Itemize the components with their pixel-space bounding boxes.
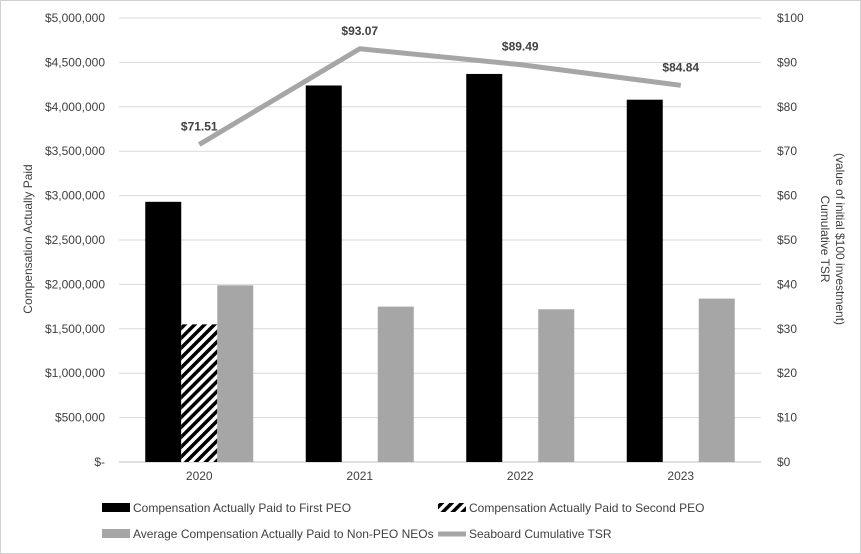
legend-item-second-peo: Compensation Actually Paid to Second PEO — [438, 501, 704, 515]
y-tick-label: $1,500,000 — [45, 322, 105, 336]
legend-swatch-non-peo-neos — [102, 529, 130, 538]
x-tick-label: 2020 — [186, 469, 213, 483]
legend-swatch-second-peo — [438, 503, 466, 512]
y2-axis-title-line1: Cumulative TSR — [818, 195, 832, 282]
x-tick-label: 2022 — [507, 469, 534, 483]
y-tick-label: $- — [94, 455, 105, 469]
tsr-data-label: $93.07 — [341, 24, 378, 38]
bar — [626, 99, 663, 463]
y-axis-title: Compensation Actually Paid — [21, 164, 35, 313]
legend-item-non-peo-neos: Average Compensation Actually Paid to No… — [102, 527, 434, 541]
y2-tick-label: $50 — [777, 233, 797, 247]
bar — [377, 306, 414, 462]
y-tick-label: $2,000,000 — [45, 277, 105, 291]
y-tick-label: $4,500,000 — [45, 55, 105, 69]
bar — [181, 324, 218, 462]
y2-tick-label: $90 — [777, 55, 797, 69]
legend-item-first-peo: Compensation Actually Paid to First PEO — [102, 501, 351, 515]
legend-label-first-peo: Compensation Actually Paid to First PEO — [133, 501, 351, 515]
legend-label-tsr: Seaboard Cumulative TSR — [469, 527, 612, 541]
y-tick-label: $4,000,000 — [45, 100, 105, 114]
y2-tick-label: $100 — [777, 11, 804, 25]
y2-axis-title-line2: (value of initial $100 investment) — [833, 153, 847, 325]
bars-layer — [145, 73, 735, 463]
legend: Compensation Actually Paid to First PEO … — [102, 501, 704, 541]
y-tick-label: $3,000,000 — [45, 189, 105, 203]
bar — [698, 298, 735, 462]
x-tick-label: 2021 — [346, 469, 373, 483]
y2-tick-label: $80 — [777, 100, 797, 114]
y2-tick-label: $20 — [777, 366, 797, 380]
legend-label-non-peo-neos: Average Compensation Actually Paid to No… — [133, 527, 434, 541]
y-tick-label: $5,000,000 — [45, 11, 105, 25]
bar — [466, 73, 503, 462]
y-tick-label: $500,000 — [55, 411, 105, 425]
data-labels-layer: $71.51 $93.07 $89.49 $84.84 — [181, 24, 700, 134]
y2-tick-label: $30 — [777, 322, 797, 336]
y-tick-label: $2,500,000 — [45, 233, 105, 247]
y2-tick-label: $40 — [777, 277, 797, 291]
y2-tick-label: $0 — [777, 455, 791, 469]
legend-item-tsr: Seaboard Cumulative TSR — [438, 527, 612, 541]
tsr-line-layer — [197, 46, 682, 147]
y-tick-label: $3,500,000 — [45, 144, 105, 158]
bar — [217, 285, 254, 462]
legend-swatch-first-peo — [102, 503, 130, 512]
legend-label-second-peo: Compensation Actually Paid to Second PEO — [469, 501, 704, 515]
y2-tick-label: $60 — [777, 189, 797, 203]
x-tick-label: 2023 — [667, 469, 694, 483]
bar — [305, 85, 342, 462]
tsr-line — [197, 46, 682, 147]
y2-tick-label: $70 — [777, 144, 797, 158]
y2-tick-label: $10 — [777, 411, 797, 425]
tick-labels-layer: $- $0 $500,000 $10 $1,000,000 $20 $1,500,000 $3… — [45, 11, 804, 483]
tsr-data-label: $84.84 — [662, 60, 699, 74]
bar — [145, 201, 182, 463]
y-tick-label: $1,000,000 — [45, 366, 105, 380]
tsr-data-label: $71.51 — [181, 119, 218, 133]
bar — [538, 309, 575, 462]
tsr-data-label: $89.49 — [502, 40, 539, 54]
